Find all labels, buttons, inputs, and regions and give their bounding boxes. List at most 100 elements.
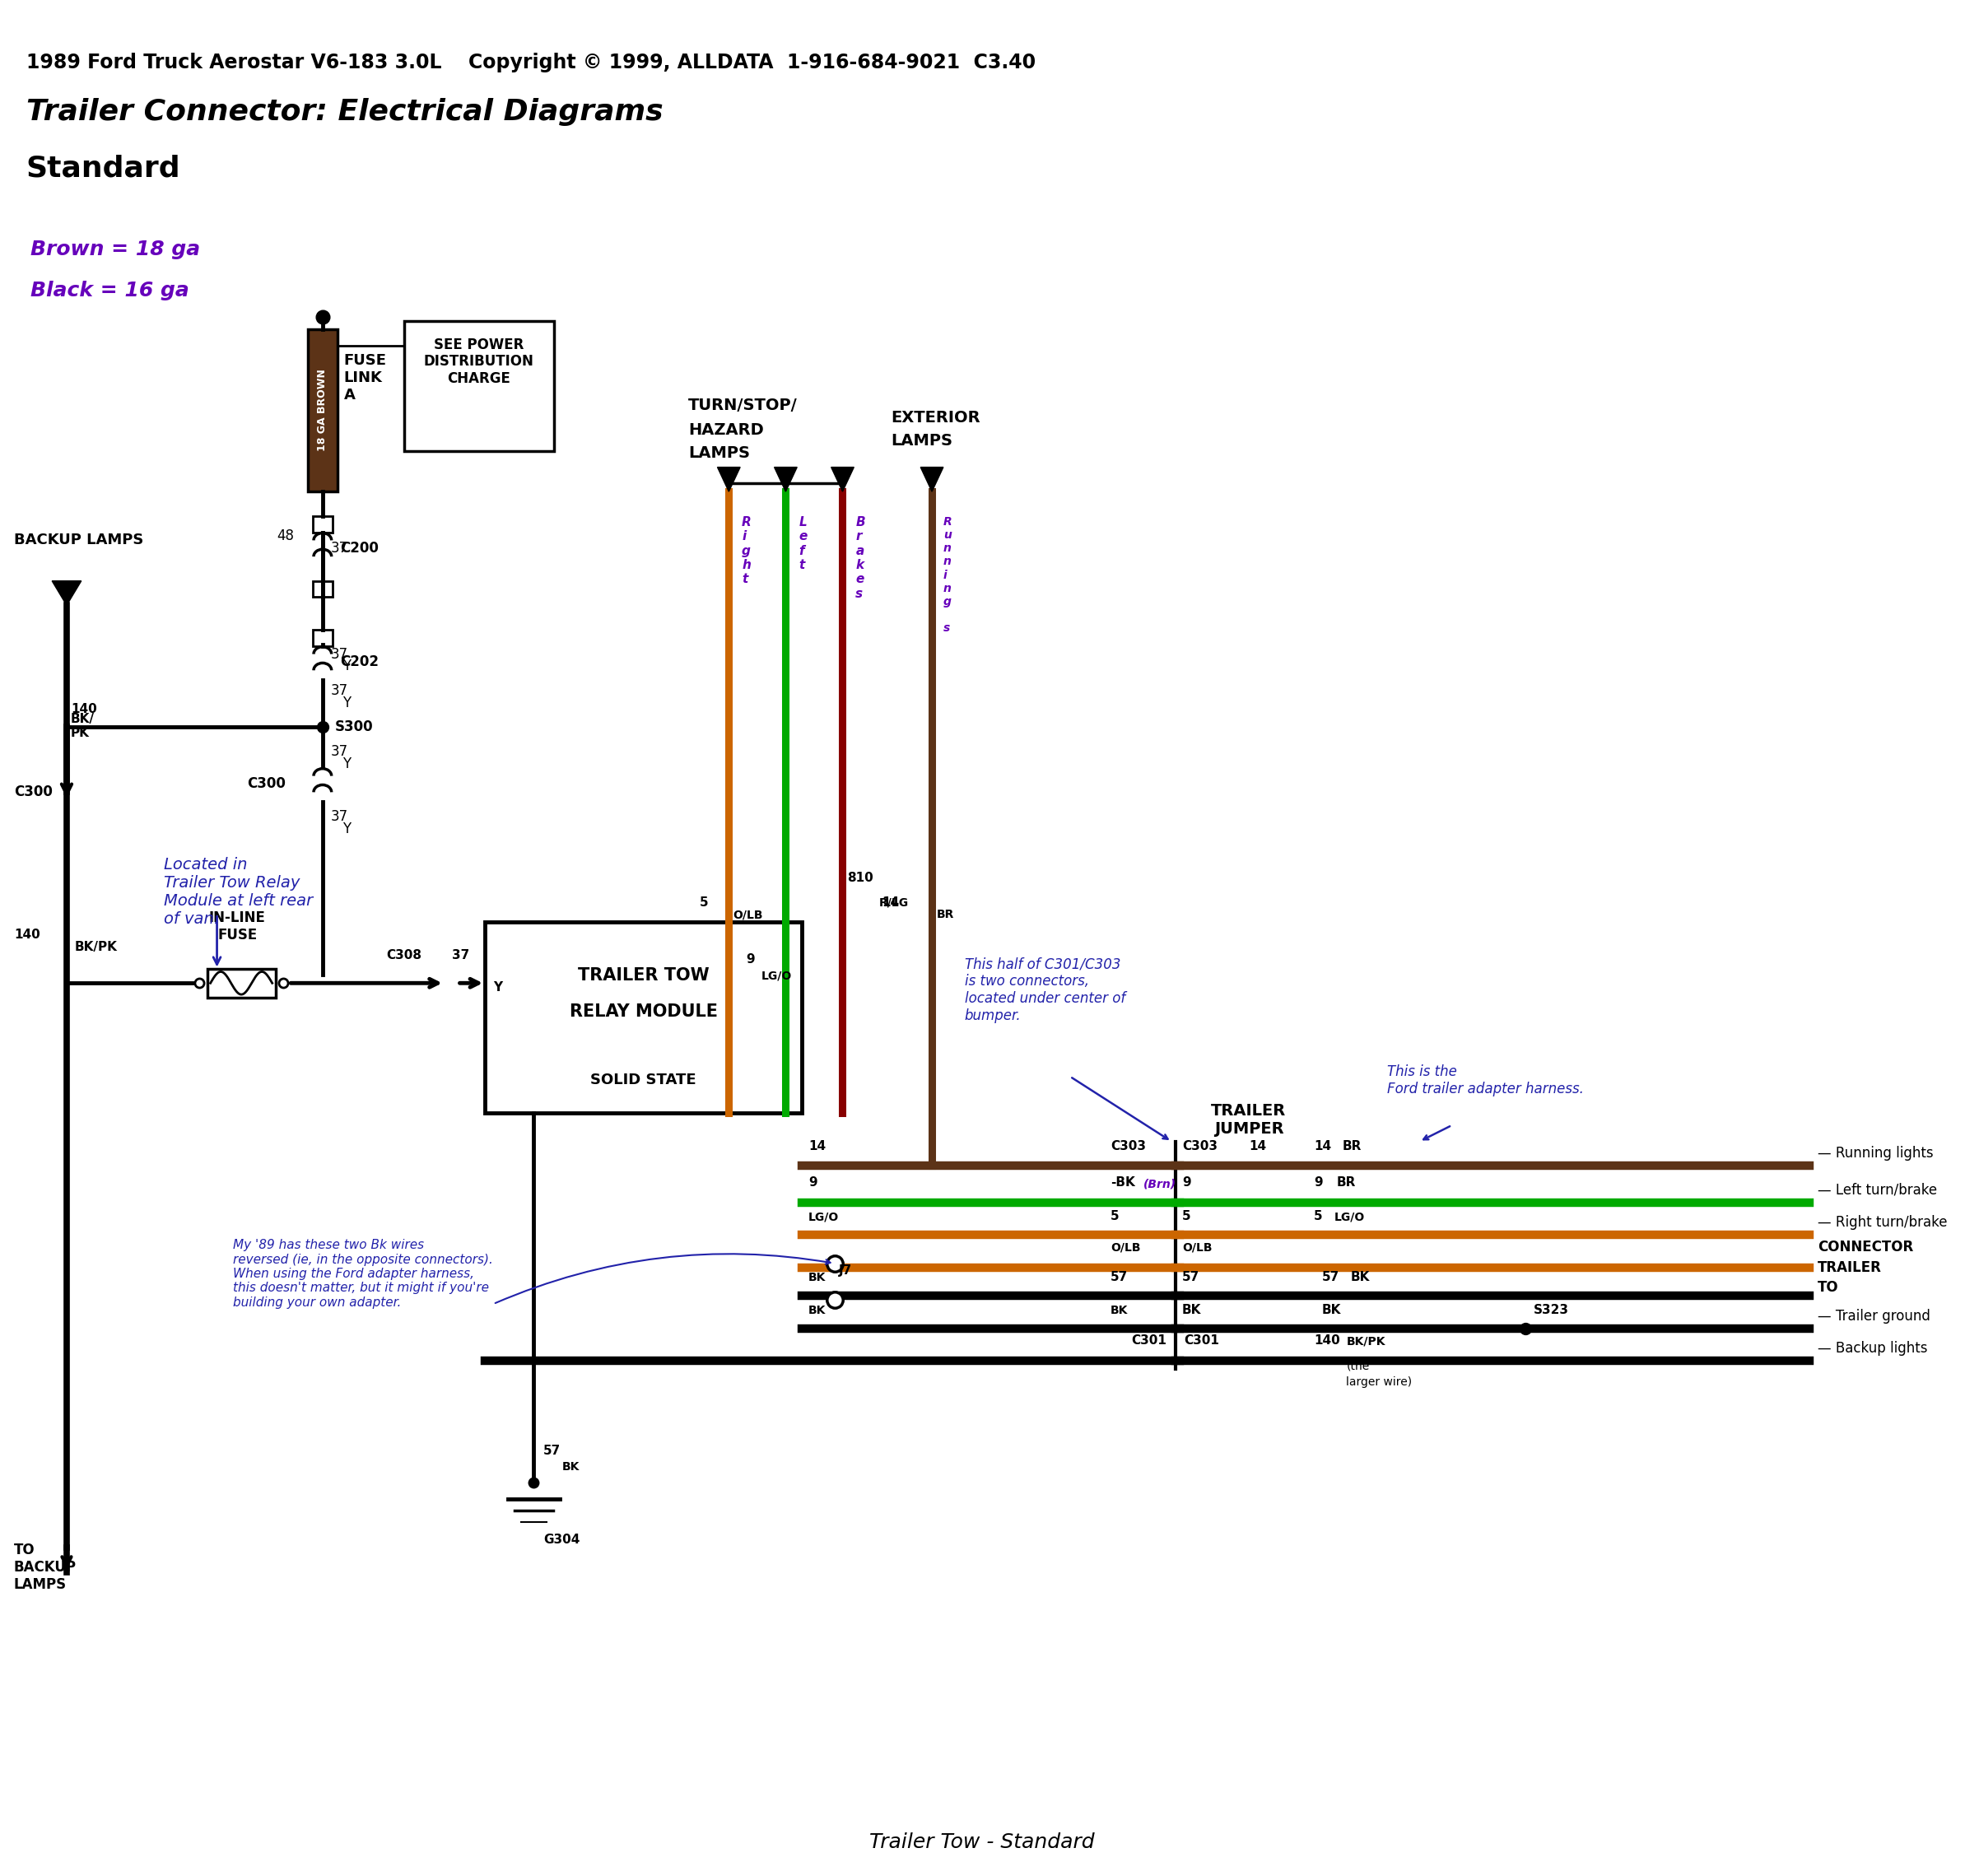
Text: Standard: Standard <box>26 154 180 182</box>
Text: RELAY MODULE: RELAY MODULE <box>570 1004 718 1021</box>
Text: Trailer Tow - Standard: Trailer Tow - Standard <box>869 1833 1094 1852</box>
Text: BK/PK: BK/PK <box>1346 1336 1385 1347</box>
Text: C301: C301 <box>1130 1334 1166 1347</box>
Polygon shape <box>51 582 81 606</box>
Text: — Right turn/brake: — Right turn/brake <box>1817 1216 1947 1231</box>
Text: R/LG: R/LG <box>879 897 908 908</box>
Text: BR: BR <box>936 910 954 921</box>
Text: This is the
Ford trailer adapter harness.: This is the Ford trailer adapter harness… <box>1387 1064 1583 1096</box>
Text: C308: C308 <box>386 949 422 961</box>
Bar <box>313 630 332 645</box>
Text: HAZARD: HAZARD <box>689 422 764 437</box>
Polygon shape <box>831 467 853 492</box>
Text: IN-LINE
FUSE: IN-LINE FUSE <box>210 910 265 942</box>
Text: SEE POWER
DISTRIBUTION
CHARGE: SEE POWER DISTRIBUTION CHARGE <box>424 338 534 386</box>
Text: EXTERIOR: EXTERIOR <box>891 411 982 426</box>
Bar <box>313 582 332 597</box>
Text: LG/O: LG/O <box>762 970 792 981</box>
Text: FUSE
LINK
A: FUSE LINK A <box>344 353 386 403</box>
Text: TRAILER TOW: TRAILER TOW <box>578 966 708 983</box>
Text: 14: 14 <box>1314 1141 1332 1152</box>
Text: — Backup lights: — Backup lights <box>1817 1341 1928 1356</box>
Text: R
u
n
n
i
n
g

s: R u n n i n g s <box>944 516 952 634</box>
Text: 140: 140 <box>14 929 40 942</box>
Text: 810: 810 <box>847 872 873 884</box>
Text: 1989 Ford Truck Aerostar V6-183 3.0L: 1989 Ford Truck Aerostar V6-183 3.0L <box>26 53 441 73</box>
Text: 37: 37 <box>330 683 348 698</box>
Text: 57: 57 <box>544 1445 562 1458</box>
Text: 5: 5 <box>1314 1210 1322 1223</box>
Text: 9: 9 <box>1314 1176 1322 1189</box>
Text: 140: 140 <box>1314 1334 1340 1347</box>
Text: R
i
g
h
t: R i g h t <box>742 516 752 585</box>
Text: TURN/STOP/: TURN/STOP/ <box>689 398 798 413</box>
Text: 37: 37 <box>451 949 469 961</box>
Text: BR: BR <box>1342 1141 1362 1152</box>
Bar <box>485 923 801 1112</box>
Bar <box>313 516 332 533</box>
Text: BACKUP LAMPS: BACKUP LAMPS <box>14 533 142 548</box>
Text: BK: BK <box>1350 1272 1369 1283</box>
Polygon shape <box>920 467 944 492</box>
Text: (Brn): (Brn) <box>1144 1178 1176 1189</box>
Text: — Trailer ground: — Trailer ground <box>1817 1309 1930 1324</box>
Text: 5: 5 <box>1110 1210 1120 1223</box>
Text: 57: 57 <box>1110 1272 1128 1283</box>
Text: Y: Y <box>342 822 350 837</box>
Text: BK/
PK: BK/ PK <box>71 713 95 739</box>
Text: 14: 14 <box>883 897 898 908</box>
Text: SOLID STATE: SOLID STATE <box>590 1073 697 1088</box>
Text: 9: 9 <box>746 953 754 966</box>
Text: C200: C200 <box>340 540 380 555</box>
Text: 9: 9 <box>1181 1176 1191 1189</box>
Text: 57: 57 <box>1181 1272 1199 1283</box>
Polygon shape <box>718 467 740 492</box>
Text: C303: C303 <box>1181 1141 1217 1152</box>
Text: 37: 37 <box>330 647 348 662</box>
Text: 140: 140 <box>71 704 97 715</box>
Text: Y: Y <box>493 981 503 994</box>
Text: C303: C303 <box>1110 1141 1146 1152</box>
Text: Y: Y <box>342 696 350 711</box>
Text: 9: 9 <box>809 1176 817 1189</box>
Text: BR: BR <box>1336 1176 1356 1189</box>
Text: BK: BK <box>1110 1304 1128 1317</box>
Text: Brown = 18 ga: Brown = 18 ga <box>30 240 200 259</box>
Text: C301: C301 <box>1183 1334 1219 1347</box>
Polygon shape <box>774 467 798 492</box>
Text: G304: G304 <box>544 1535 580 1546</box>
Text: BK: BK <box>1322 1304 1342 1317</box>
Text: 48: 48 <box>277 529 295 544</box>
Text: O/LB: O/LB <box>732 910 764 921</box>
Text: C300: C300 <box>14 784 51 799</box>
Text: TO: TO <box>1817 1279 1838 1294</box>
Text: TRAILER: TRAILER <box>1817 1261 1882 1276</box>
Text: larger wire): larger wire) <box>1346 1377 1413 1388</box>
Text: LAMPS: LAMPS <box>891 433 954 448</box>
Text: My '89 has these two Bk wires
reversed (ie, in the opposite connectors).
When us: My '89 has these two Bk wires reversed (… <box>234 1238 493 1309</box>
Text: 14: 14 <box>1249 1141 1267 1152</box>
Text: B
r
a
k
e
s: B r a k e s <box>855 516 865 600</box>
Text: O/LB: O/LB <box>1110 1242 1140 1253</box>
Text: S323: S323 <box>1534 1304 1569 1317</box>
Text: BK: BK <box>809 1272 825 1283</box>
Text: TRAILER
JUMPER: TRAILER JUMPER <box>1211 1103 1286 1137</box>
Text: BK: BK <box>562 1461 580 1473</box>
Text: -BK: -BK <box>1110 1176 1136 1189</box>
Text: BK: BK <box>809 1304 825 1317</box>
Text: 5: 5 <box>701 897 708 908</box>
Text: Located in
Trailer Tow Relay
Module at left rear
of van.: Located in Trailer Tow Relay Module at l… <box>164 857 313 927</box>
Text: Y: Y <box>342 658 350 673</box>
Text: O/LB: O/LB <box>1181 1242 1213 1253</box>
Text: Trailer Connector: Electrical Diagrams: Trailer Connector: Electrical Diagrams <box>26 98 663 126</box>
Text: — Running lights: — Running lights <box>1817 1146 1933 1161</box>
Text: Black = 16 ga: Black = 16 ga <box>30 280 188 300</box>
Text: CONNECTOR: CONNECTOR <box>1817 1240 1914 1255</box>
Text: 57: 57 <box>1322 1272 1340 1283</box>
Text: BK/PK: BK/PK <box>75 940 117 953</box>
Bar <box>404 321 554 450</box>
Text: BK: BK <box>1181 1304 1201 1317</box>
Text: Copyright © 1999, ALLDATA  1-916-684-9021  C3.40: Copyright © 1999, ALLDATA 1-916-684-9021… <box>469 53 1037 73</box>
Text: S300: S300 <box>334 720 374 735</box>
Text: J7: J7 <box>839 1264 851 1276</box>
